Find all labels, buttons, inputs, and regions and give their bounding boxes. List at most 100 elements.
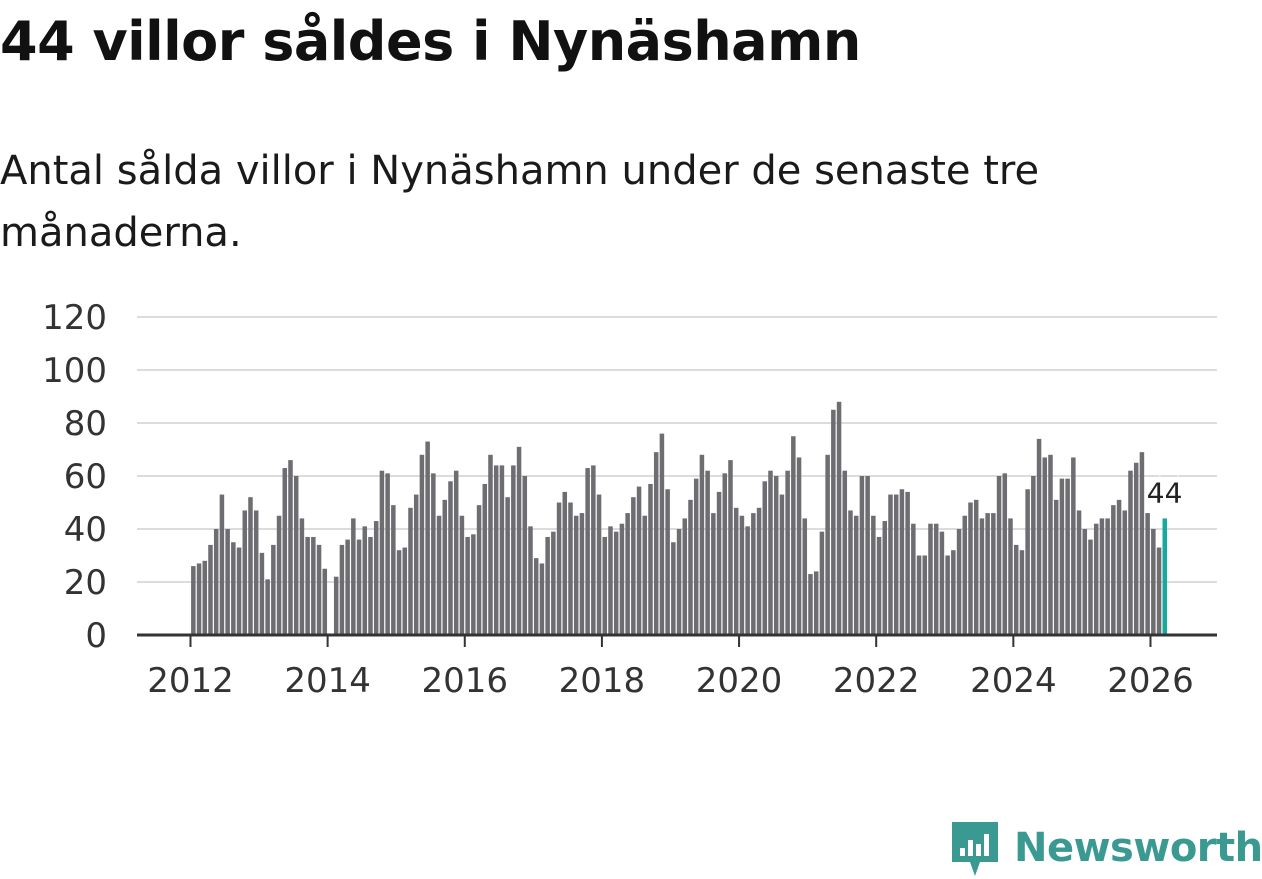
bar bbox=[1151, 529, 1156, 635]
bar bbox=[533, 558, 539, 635]
bar bbox=[499, 465, 505, 635]
bar bbox=[945, 555, 950, 635]
bar bbox=[448, 481, 453, 635]
y-tick-label: 80 bbox=[64, 404, 107, 444]
bar bbox=[1139, 452, 1145, 635]
bar bbox=[888, 494, 893, 635]
bar bbox=[219, 494, 225, 635]
bar bbox=[962, 515, 968, 635]
bar bbox=[956, 529, 962, 635]
bar bbox=[505, 497, 510, 635]
newsworthy-logo: Newsworthy bbox=[950, 818, 1262, 878]
bar bbox=[968, 502, 973, 635]
y-tick-label: 0 bbox=[85, 616, 107, 656]
bar bbox=[1071, 457, 1076, 635]
bar bbox=[1133, 462, 1139, 635]
bar bbox=[271, 544, 276, 635]
bar bbox=[345, 539, 350, 635]
bar bbox=[579, 513, 585, 635]
bar bbox=[1025, 489, 1030, 635]
bar bbox=[808, 574, 813, 635]
bar bbox=[248, 497, 253, 635]
bar bbox=[225, 529, 230, 635]
bar bbox=[419, 454, 425, 635]
bar bbox=[1036, 438, 1042, 635]
bar bbox=[1076, 510, 1082, 635]
bar bbox=[979, 518, 985, 635]
bar bbox=[316, 544, 322, 635]
bar bbox=[871, 515, 876, 635]
bar bbox=[431, 473, 436, 635]
bar bbox=[1111, 505, 1116, 635]
bar bbox=[493, 465, 499, 635]
bar bbox=[813, 571, 819, 635]
bar bbox=[933, 523, 939, 635]
bar bbox=[459, 515, 465, 635]
bar bbox=[1116, 499, 1122, 635]
bar bbox=[711, 513, 716, 635]
bar bbox=[396, 550, 402, 635]
bar bbox=[1053, 499, 1059, 635]
bar bbox=[785, 470, 790, 635]
bar bbox=[208, 544, 213, 635]
bar bbox=[739, 515, 745, 635]
bar bbox=[625, 513, 630, 635]
bar bbox=[562, 491, 568, 635]
bar bbox=[991, 513, 996, 635]
bar bbox=[1099, 518, 1105, 635]
bar bbox=[671, 542, 676, 635]
bar bbox=[848, 510, 853, 635]
bar bbox=[465, 536, 470, 635]
newsworthy-logo-text: Newsworthy bbox=[1014, 825, 1262, 871]
bar bbox=[585, 468, 590, 635]
bar bbox=[191, 566, 196, 635]
bar bbox=[442, 499, 448, 635]
x-tick-label: 2022 bbox=[833, 661, 920, 701]
y-tick-label: 20 bbox=[64, 563, 107, 603]
bar bbox=[516, 446, 522, 635]
bar bbox=[1082, 529, 1088, 635]
bar bbox=[1065, 478, 1070, 635]
bar bbox=[842, 470, 848, 635]
bar bbox=[636, 486, 642, 635]
bar bbox=[596, 494, 602, 635]
bar bbox=[293, 476, 299, 635]
bar bbox=[385, 473, 390, 635]
bar bbox=[305, 536, 310, 635]
bar bbox=[642, 515, 648, 635]
bar bbox=[619, 523, 625, 635]
bar bbox=[722, 473, 728, 635]
bar bbox=[408, 507, 413, 635]
bar bbox=[876, 536, 882, 635]
bar bbox=[699, 454, 705, 635]
bar bbox=[333, 576, 339, 635]
bar bbox=[733, 507, 739, 635]
bar bbox=[1145, 513, 1150, 635]
bar bbox=[196, 563, 202, 635]
bar bbox=[1031, 476, 1036, 635]
bar bbox=[1048, 454, 1053, 635]
bar bbox=[545, 536, 550, 635]
bar bbox=[648, 483, 653, 635]
bar bbox=[1002, 473, 1008, 635]
bar bbox=[791, 436, 796, 635]
bar bbox=[859, 476, 865, 635]
bar bbox=[922, 555, 928, 635]
bar bbox=[928, 523, 933, 635]
bar bbox=[779, 494, 785, 635]
bar bbox=[288, 460, 293, 635]
bar bbox=[1088, 539, 1093, 635]
bar bbox=[905, 491, 910, 635]
bar bbox=[762, 481, 768, 635]
bar bbox=[511, 465, 516, 635]
bar bbox=[893, 494, 899, 635]
y-tick-label: 40 bbox=[64, 510, 107, 550]
bar bbox=[688, 499, 693, 635]
bar bbox=[453, 470, 459, 635]
bar bbox=[831, 409, 836, 635]
bar bbox=[819, 531, 825, 635]
bar bbox=[539, 563, 545, 635]
bar bbox=[1059, 478, 1065, 635]
bar bbox=[476, 505, 482, 635]
bar bbox=[373, 521, 379, 635]
